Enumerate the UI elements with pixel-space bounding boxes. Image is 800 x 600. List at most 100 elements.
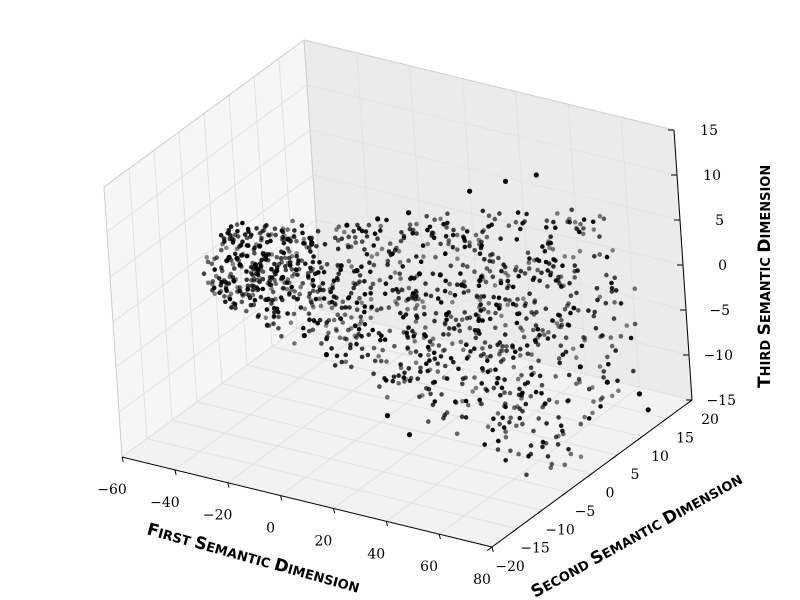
data-point <box>385 394 390 400</box>
data-point <box>597 252 602 257</box>
data-point <box>364 234 370 239</box>
data-point <box>558 274 564 280</box>
data-point <box>438 216 443 222</box>
data-point <box>354 267 360 274</box>
data-point <box>230 262 236 267</box>
data-point <box>485 224 491 229</box>
data-point <box>433 254 438 260</box>
data-point <box>574 355 579 360</box>
data-point <box>553 225 558 230</box>
data-point <box>369 254 375 259</box>
data-point <box>447 326 452 331</box>
data-point <box>311 283 316 289</box>
data-point <box>554 399 560 405</box>
data-point <box>563 335 569 341</box>
tick-mark <box>561 491 568 496</box>
data-point <box>319 341 324 346</box>
data-point <box>536 416 541 421</box>
data-point <box>497 351 502 357</box>
data-point <box>540 444 545 450</box>
data-point <box>280 297 285 303</box>
data-point <box>479 401 485 407</box>
data-point <box>502 390 507 395</box>
data-point <box>218 233 224 238</box>
data-point <box>497 421 503 427</box>
data-point <box>645 407 651 413</box>
data-point <box>348 345 353 351</box>
data-point <box>522 303 528 309</box>
data-point <box>498 236 504 241</box>
data-point <box>232 232 238 238</box>
data-point <box>446 332 451 337</box>
data-point <box>438 300 444 305</box>
data-point <box>279 334 284 339</box>
data-point <box>420 393 425 398</box>
data-point <box>568 310 573 316</box>
data-point <box>317 296 322 302</box>
data-point <box>613 288 619 293</box>
data-points <box>201 172 651 478</box>
data-point <box>447 290 453 296</box>
data-point <box>467 243 472 249</box>
data-point <box>311 288 316 294</box>
data-point <box>438 354 444 359</box>
data-point <box>310 259 316 265</box>
data-point <box>446 238 452 243</box>
data-point <box>259 257 265 263</box>
grid-line-z-back <box>309 129 681 221</box>
data-point <box>307 317 312 323</box>
data-point <box>490 274 496 280</box>
data-point <box>572 219 578 225</box>
data-point <box>412 339 418 344</box>
data-point <box>592 253 597 259</box>
data-point <box>427 224 433 230</box>
data-point <box>486 301 492 306</box>
data-point <box>514 423 519 429</box>
data-point <box>442 288 448 294</box>
data-point <box>329 346 334 351</box>
data-point <box>311 304 316 310</box>
data-point <box>256 269 261 274</box>
data-point <box>348 244 354 249</box>
data-point <box>309 268 314 274</box>
x-tick-label: 40 <box>367 546 385 562</box>
data-point <box>220 241 225 247</box>
data-point <box>282 255 288 261</box>
data-point <box>245 287 250 292</box>
data-point <box>417 394 422 400</box>
x-tick-label: −40 <box>150 495 180 511</box>
data-point <box>566 398 571 403</box>
data-point <box>379 333 384 339</box>
data-point <box>586 386 592 392</box>
data-point <box>344 336 349 342</box>
data-point <box>582 337 587 343</box>
tick-mark <box>385 521 389 527</box>
data-point <box>574 381 579 387</box>
data-point <box>382 337 388 342</box>
tick-mark <box>491 546 494 552</box>
data-point <box>359 354 365 360</box>
data-point <box>476 283 482 289</box>
data-point <box>577 248 583 254</box>
data-point <box>531 327 536 333</box>
data-point <box>420 299 425 304</box>
data-point <box>533 172 539 178</box>
data-point <box>618 334 624 339</box>
data-point <box>292 289 298 294</box>
data-point <box>257 243 263 249</box>
data-point <box>480 346 485 351</box>
data-point <box>306 294 312 300</box>
data-point <box>533 389 539 395</box>
data-point <box>467 188 473 194</box>
pane-edge <box>303 39 675 131</box>
data-point <box>420 243 426 248</box>
data-point <box>556 415 561 420</box>
data-point <box>405 306 410 312</box>
data-point <box>291 311 297 317</box>
data-point <box>487 258 493 264</box>
data-point <box>591 313 597 319</box>
data-point <box>231 237 236 243</box>
data-point <box>258 294 264 300</box>
data-point <box>558 343 564 349</box>
data-point <box>368 285 374 291</box>
